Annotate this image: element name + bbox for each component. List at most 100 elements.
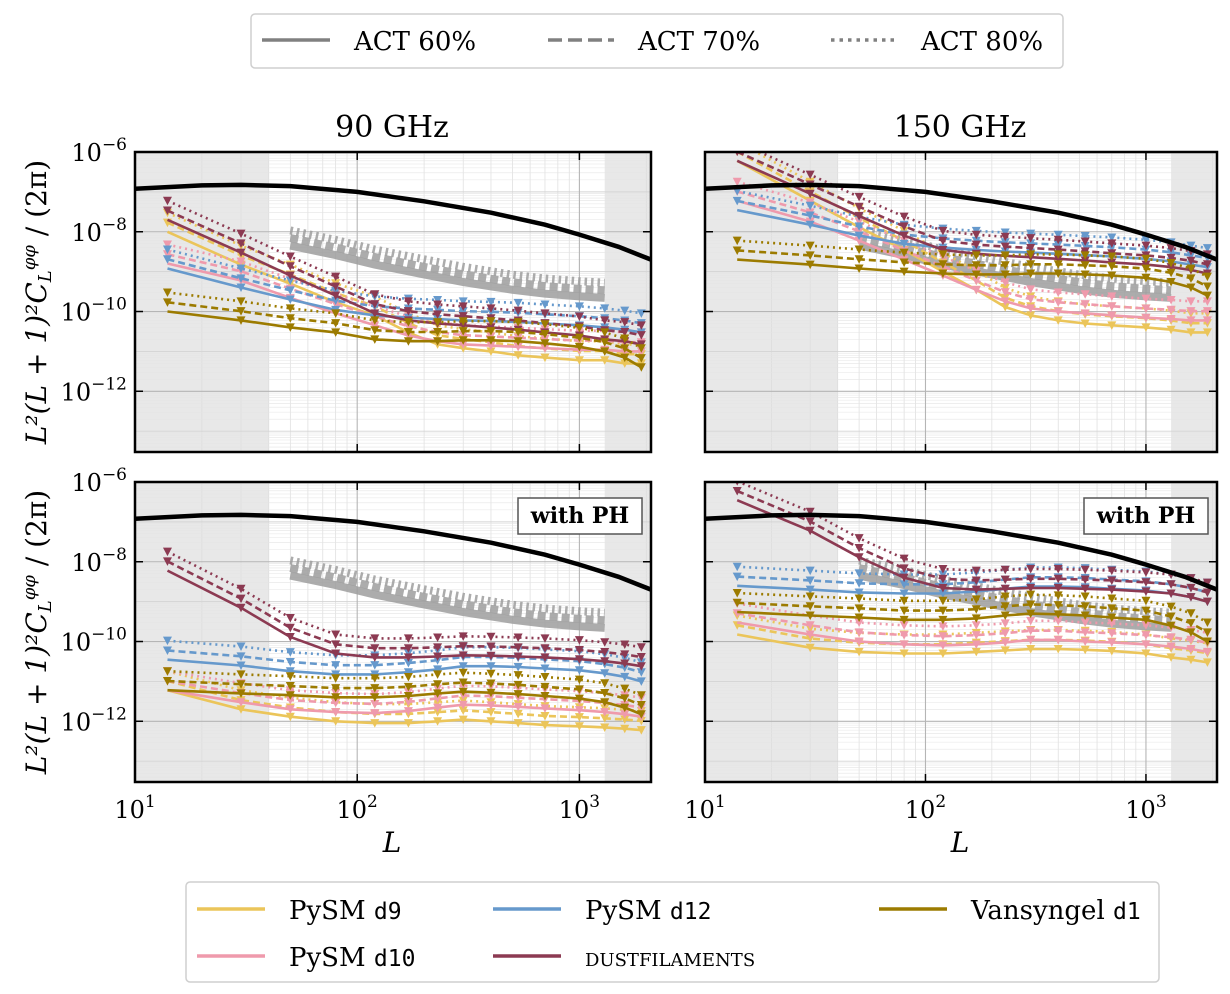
data-point-marker	[1202, 272, 1212, 282]
data-point-marker	[1053, 235, 1063, 245]
data-point-marker	[331, 319, 341, 328]
data-point-marker	[938, 250, 948, 259]
data-point-marker	[1026, 583, 1036, 593]
data-point-marker	[1000, 629, 1010, 638]
data-point-marker	[1186, 256, 1196, 266]
data-point-marker	[513, 680, 523, 690]
data-point-marker	[620, 703, 630, 713]
data-point-marker	[636, 726, 646, 735]
data-point-marker	[458, 700, 468, 710]
data-point-marker	[433, 703, 443, 713]
data-point-marker	[370, 699, 380, 709]
data-point-marker	[1107, 585, 1117, 595]
data-point-marker	[938, 615, 948, 625]
data-point-marker	[600, 669, 610, 678]
data-point-marker	[1166, 653, 1176, 662]
data-point-marker	[433, 684, 443, 694]
data-point-marker	[1026, 229, 1036, 239]
data-point-marker	[854, 211, 864, 221]
data-point-marker	[971, 605, 981, 614]
legend-label-act-60: ACT 60%	[353, 27, 476, 57]
data-point-marker	[971, 566, 981, 576]
data-point-marker	[513, 643, 523, 652]
x-axis-title-left: L	[382, 826, 402, 859]
data-point-marker	[513, 662, 523, 672]
data-point-marker	[620, 318, 630, 327]
data-point-marker	[540, 344, 550, 353]
data-point-marker	[370, 644, 380, 653]
data-point-marker	[1000, 278, 1010, 287]
data-point-marker	[1166, 602, 1176, 612]
data-point-marker	[540, 339, 550, 348]
bottom-legend: PySM d9 PySM d10 PySM d12 dustfilaments …	[185, 881, 1160, 983]
data-point-marker	[236, 594, 246, 604]
data-point-marker	[1166, 277, 1176, 287]
data-point-marker	[1202, 260, 1212, 269]
data-point-marker	[1202, 244, 1212, 253]
data-point-marker	[236, 698, 246, 707]
data-point-marker	[236, 670, 246, 679]
data-point-marker	[854, 553, 864, 562]
data-point-marker	[458, 662, 468, 671]
data-point-marker	[574, 666, 584, 675]
data-point-marker	[805, 630, 815, 639]
data-point-marker	[540, 653, 550, 662]
data-point-marker	[236, 316, 246, 325]
data-point-marker	[285, 682, 295, 691]
data-point-marker	[1166, 305, 1176, 315]
data-point-marker	[403, 719, 413, 728]
data-point-marker	[1186, 241, 1196, 251]
data-point-marker	[331, 328, 341, 337]
data-point-marker	[805, 220, 815, 230]
data-point-marker	[1202, 637, 1212, 647]
data-point-marker	[486, 642, 496, 652]
data-point-marker	[403, 707, 413, 716]
data-point-marker	[732, 562, 742, 572]
data-point-marker	[486, 341, 496, 351]
data-point-marker	[1166, 580, 1176, 589]
data-point-marker	[162, 206, 172, 216]
data-point-marker	[1053, 626, 1063, 636]
data-point-marker	[1080, 611, 1090, 620]
data-point-marker	[805, 566, 815, 576]
data-point-marker	[1000, 619, 1010, 628]
data-point-marker	[1026, 295, 1036, 304]
data-point-marker	[513, 351, 523, 360]
data-point-marker	[1107, 629, 1117, 638]
data-point-marker	[971, 261, 981, 270]
data-point-marker	[458, 687, 468, 697]
data-point-marker	[1080, 232, 1090, 241]
data-point-marker	[285, 712, 295, 722]
data-point-marker	[620, 344, 630, 353]
masked-region-1	[604, 152, 651, 452]
data-point-marker	[1141, 304, 1151, 314]
y-axis-label-top: L²(L + 1)²CLφφ / (2π)	[19, 160, 56, 445]
data-point-marker	[600, 657, 610, 666]
series-d10-solid	[167, 688, 646, 722]
data-point-marker	[540, 692, 550, 701]
data-point-marker	[574, 685, 584, 694]
data-point-marker	[433, 652, 443, 662]
data-point-marker	[285, 314, 295, 323]
data-point-marker	[1166, 258, 1176, 268]
data-point-marker	[433, 337, 443, 346]
data-point-marker	[1107, 638, 1117, 647]
data-point-marker	[285, 632, 295, 642]
plot-frame	[133, 480, 653, 784]
data-point-marker	[636, 662, 646, 671]
data-point-marker	[1000, 261, 1010, 270]
data-point-marker	[971, 240, 981, 250]
data-point-marker	[1186, 644, 1196, 654]
data-point-marker	[236, 274, 246, 283]
data-point-marker	[1141, 649, 1151, 659]
data-point-marker	[1107, 233, 1117, 242]
data-point-marker	[458, 317, 468, 326]
data-point-marker	[370, 634, 380, 643]
data-point-marker	[636, 363, 646, 372]
data-point-marker	[574, 675, 584, 685]
data-point-marker	[370, 684, 380, 693]
data-point-marker	[486, 297, 496, 307]
data-point-marker	[1026, 285, 1036, 294]
data-point-marker	[899, 649, 909, 659]
data-point-marker	[805, 507, 815, 517]
